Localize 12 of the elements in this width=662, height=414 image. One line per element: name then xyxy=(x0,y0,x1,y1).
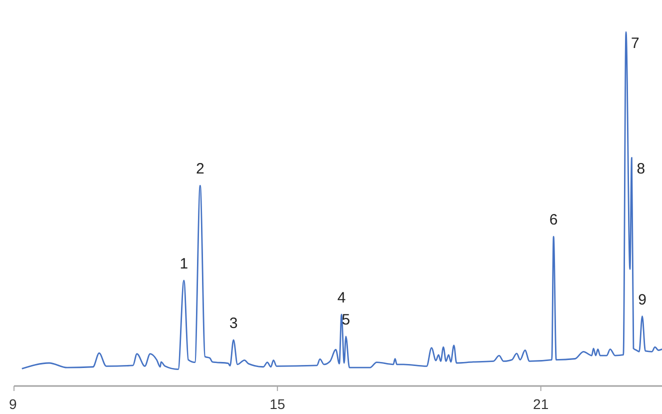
annotation: 6 xyxy=(549,212,558,229)
annotation: 2 xyxy=(196,160,204,178)
annotation: 4 xyxy=(337,289,346,306)
annotation: 1 xyxy=(180,256,188,273)
annotation: 8 xyxy=(636,160,646,178)
x-tick-label: 9 xyxy=(9,396,17,412)
annotation: 7 xyxy=(631,35,640,52)
annotation: 9 xyxy=(638,291,646,308)
annotation: 3 xyxy=(229,314,238,332)
annotation: 5 xyxy=(342,311,350,328)
x-tick-label: 15 xyxy=(270,396,286,412)
x-tick-label: 21 xyxy=(533,396,549,412)
